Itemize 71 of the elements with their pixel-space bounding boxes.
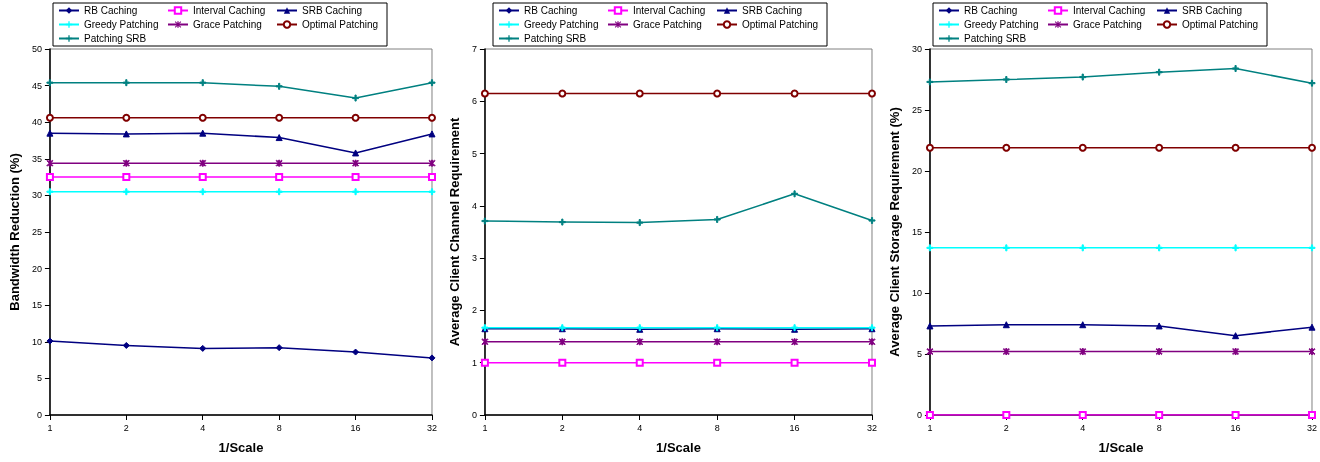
legend-label: Patching SRB [964, 33, 1027, 44]
legend-label: SRB Caching [742, 5, 803, 16]
y-tick-label: 45 [31, 80, 42, 91]
y-tick-label: 50 [31, 44, 42, 54]
x-tick-label: 1 [47, 422, 53, 433]
y-tick-label: 20 [31, 263, 42, 274]
x-tick-label: 4 [637, 422, 643, 433]
legend-label: Patching SRB [524, 33, 587, 44]
y-tick-label: 6 [471, 96, 477, 107]
x-tick-label: 8 [276, 422, 282, 433]
legend-label: Optimal Patching [302, 19, 379, 30]
x-tick-label: 8 [714, 422, 720, 433]
legend-label: Greedy Patching [524, 19, 599, 30]
legend-label: Grace Patching [633, 19, 702, 30]
x-tick-label: 1 [482, 422, 488, 433]
y-tick-label: 30 [911, 44, 922, 54]
legend-label: Interval Caching [633, 5, 706, 16]
y-tick-label: 3 [471, 253, 477, 264]
legend-label: Grace Patching [1073, 19, 1142, 30]
x-tick-label: 2 [123, 422, 129, 433]
y-tick-label: 35 [31, 153, 42, 164]
legend-label: RB Caching [524, 5, 578, 16]
y-tick-label: 0 [36, 410, 42, 420]
legend-label: Optimal Patching [1182, 19, 1259, 30]
legend-label: Greedy Patching [964, 19, 1039, 30]
x-tick-label: 32 [426, 422, 437, 433]
x-tick-label: 16 [789, 422, 800, 433]
x-axis-title: 1/Scale [218, 440, 264, 455]
y-axis-title: Average Client Channel Requirement [447, 117, 462, 347]
x-tick-label: 16 [1230, 422, 1241, 433]
x-tick-label: 1 [927, 422, 933, 433]
x-tick-label: 16 [350, 422, 361, 433]
x-tick-label: 32 [866, 422, 877, 433]
y-tick-label: 20 [911, 166, 922, 176]
x-tick-label: 2 [559, 422, 565, 433]
y-tick-label: 7 [471, 44, 477, 54]
y-tick-label: 5 [471, 148, 477, 159]
x-axis-title: 1/Scale [1098, 440, 1144, 455]
y-tick-label: 15 [31, 300, 42, 311]
y-tick-label: 0 [471, 410, 477, 420]
x-axis-title: 1/Scale [656, 440, 701, 455]
y-tick-label: 40 [31, 117, 42, 128]
x-tick-label: 4 [1080, 422, 1086, 433]
y-tick-label: 0 [916, 410, 922, 420]
legend-label: Patching SRB [84, 33, 147, 44]
y-tick-label: 10 [31, 336, 42, 347]
y-tick-label: 25 [31, 227, 42, 237]
x-tick-label: 4 [200, 422, 206, 433]
y-tick-label: 15 [911, 227, 922, 237]
y-tick-label: 2 [471, 305, 477, 316]
y-tick-label: 25 [911, 105, 922, 115]
legend-label: SRB Caching [1182, 5, 1243, 16]
legend-label: Interval Caching [1073, 5, 1146, 16]
x-tick-label: 8 [1156, 422, 1162, 433]
y-tick-label: 1 [471, 357, 477, 368]
legend-label: RB Caching [84, 5, 138, 16]
legend-label: SRB Caching [302, 5, 363, 16]
x-tick-label: 32 [1306, 422, 1317, 433]
y-tick-label: 4 [471, 200, 477, 211]
legend-label: Greedy Patching [84, 19, 159, 30]
legend-label: Optimal Patching [742, 19, 819, 30]
y-axis-title: Average Client Storage Requirement (%) [887, 107, 902, 357]
legend-label: RB Caching [964, 5, 1018, 16]
y-tick-label: 10 [911, 288, 922, 298]
legend-label: Interval Caching [193, 5, 266, 16]
y-tick-label: 5 [36, 373, 42, 384]
y-axis-title: Bandwidth Reduction (%) [7, 153, 22, 311]
y-tick-label: 5 [916, 349, 922, 359]
x-tick-label: 2 [1003, 422, 1009, 433]
y-tick-label: 30 [31, 190, 42, 201]
legend-label: Grace Patching [193, 19, 262, 30]
